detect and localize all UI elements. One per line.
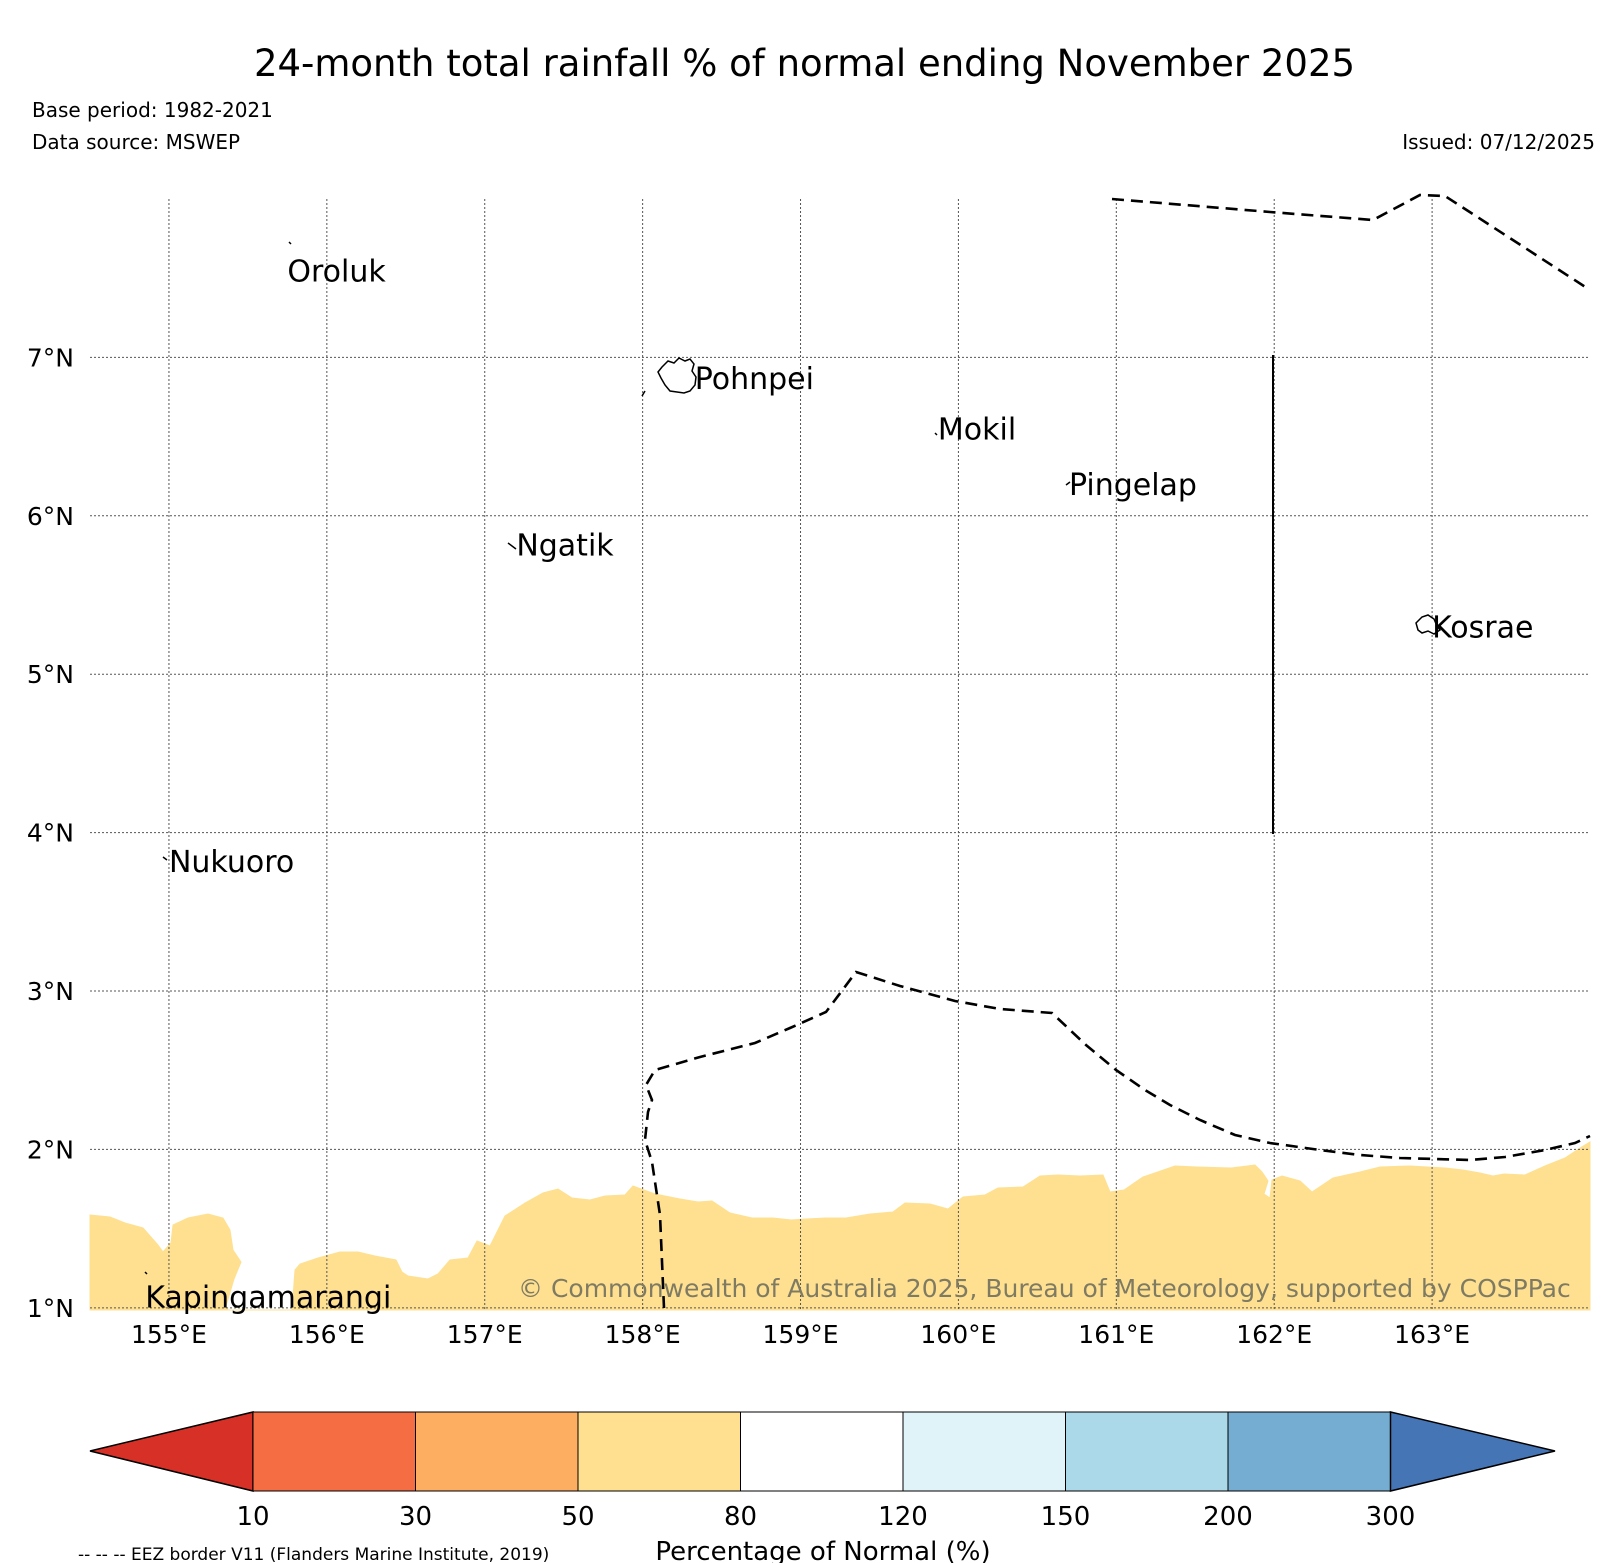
base-period-label: Base period: 1982-2021 xyxy=(32,98,273,122)
mokil-atoll xyxy=(934,432,938,436)
place-label-kapingamarangi: Kapingamarangi xyxy=(145,1281,391,1316)
longitude-label: 155°E xyxy=(131,1320,207,1349)
latitude-label: 5°N xyxy=(27,660,74,689)
colorbar-segment-10-30 xyxy=(252,1411,416,1492)
colorbar-tick-label: 30 xyxy=(399,1502,432,1532)
place-label-mokil: Mokil xyxy=(938,413,1016,448)
place-labels: Oroluk Pohnpei Mokil Pingelap Ngatik Kosrae Nu… xyxy=(145,254,1533,1315)
colorbar-segment-30-50 xyxy=(415,1411,579,1492)
data-source-label: Data source: MSWEP xyxy=(32,130,241,154)
longitude-label: 156°E xyxy=(289,1320,365,1349)
place-label-oroluk: Oroluk xyxy=(287,254,386,289)
colorbar-tick-label: 200 xyxy=(1203,1502,1253,1532)
pingelap-atoll xyxy=(1065,481,1071,486)
colorbar-segment-80-120 xyxy=(740,1411,904,1492)
longitude-label: 162°E xyxy=(1236,1320,1312,1349)
island-outlines xyxy=(144,241,1442,1275)
kosrae-island xyxy=(1415,614,1442,635)
colorbar-tick-label: 10 xyxy=(236,1502,269,1532)
longitude-label: 161°E xyxy=(1078,1320,1154,1349)
longitude-label: 158°E xyxy=(605,1320,681,1349)
map-title: 24-month total rainfall % of normal endi… xyxy=(253,42,1356,85)
place-label-kosrae: Kosrae xyxy=(1432,611,1533,646)
colorbar-segment-200-300 xyxy=(1227,1411,1391,1492)
latitude-labels: 1°N 2°N 3°N 4°N 5°N 6°N 7°N xyxy=(27,343,74,1322)
graticule xyxy=(90,199,1590,1311)
longitude-label: 160°E xyxy=(920,1320,996,1349)
pohnpei-island xyxy=(657,357,697,394)
copyright-notice: © Commonwealth of Australia 2025, Bureau… xyxy=(518,1274,1571,1303)
colorbar xyxy=(89,1411,1556,1492)
longitude-label: 163°E xyxy=(1394,1320,1470,1349)
colorbar-tick-label: 50 xyxy=(561,1502,594,1532)
colorbar-tick-labels: 10 30 50 80 120 150 200 300 xyxy=(236,1502,1415,1532)
longitude-labels: 155°E 156°E 157°E 158°E 159°E 160°E 161°E 162°E… xyxy=(131,1320,1470,1349)
colorbar-segment-120-150 xyxy=(902,1411,1066,1492)
ngatik-atoll xyxy=(507,542,517,550)
longitude-label: 157°E xyxy=(447,1320,523,1349)
ant-atoll xyxy=(641,390,646,397)
eez-legend-note: -- -- -- EEZ border V11 (Flanders Marine… xyxy=(78,1545,549,1563)
colorbar-tick-label: 80 xyxy=(724,1502,757,1532)
nukuoro-atoll xyxy=(162,856,168,861)
place-label-nukuoro: Nukuoro xyxy=(169,845,294,880)
latitude-label: 1°N xyxy=(27,1294,74,1323)
place-label-pingelap: Pingelap xyxy=(1069,468,1197,503)
place-label-pohnpei: Pohnpei xyxy=(695,362,814,397)
latitude-label: 2°N xyxy=(27,1135,74,1164)
colorbar-segment-150-200 xyxy=(1065,1411,1229,1492)
colorbar-tick-label: 150 xyxy=(1041,1502,1091,1532)
oroluk-atoll xyxy=(288,241,292,245)
colorbar-extend-high xyxy=(1389,1411,1556,1492)
latitude-label: 3°N xyxy=(27,977,74,1006)
latitude-label: 7°N xyxy=(27,343,74,372)
eez-border xyxy=(643,193,1591,1309)
place-label-ngatik: Ngatik xyxy=(516,528,614,563)
kapingamarangi-atoll xyxy=(144,1271,148,1275)
longitude-label: 159°E xyxy=(763,1320,839,1349)
eez-border-south xyxy=(643,970,1591,1309)
colorbar-tick-label: 300 xyxy=(1366,1502,1416,1532)
rainfall-shaded-region xyxy=(89,1141,1591,1311)
colorbar-tick-label: 120 xyxy=(878,1502,928,1532)
colorbar-title: Percentage of Normal (%) xyxy=(655,1537,990,1563)
latitude-label: 4°N xyxy=(27,819,74,848)
issued-date-label: Issued: 07/12/2025 xyxy=(1402,130,1595,154)
colorbar-extend-low xyxy=(89,1411,254,1492)
colorbar-segment-50-80 xyxy=(577,1411,741,1492)
eez-border-north xyxy=(1111,193,1591,292)
latitude-label: 6°N xyxy=(27,502,74,531)
